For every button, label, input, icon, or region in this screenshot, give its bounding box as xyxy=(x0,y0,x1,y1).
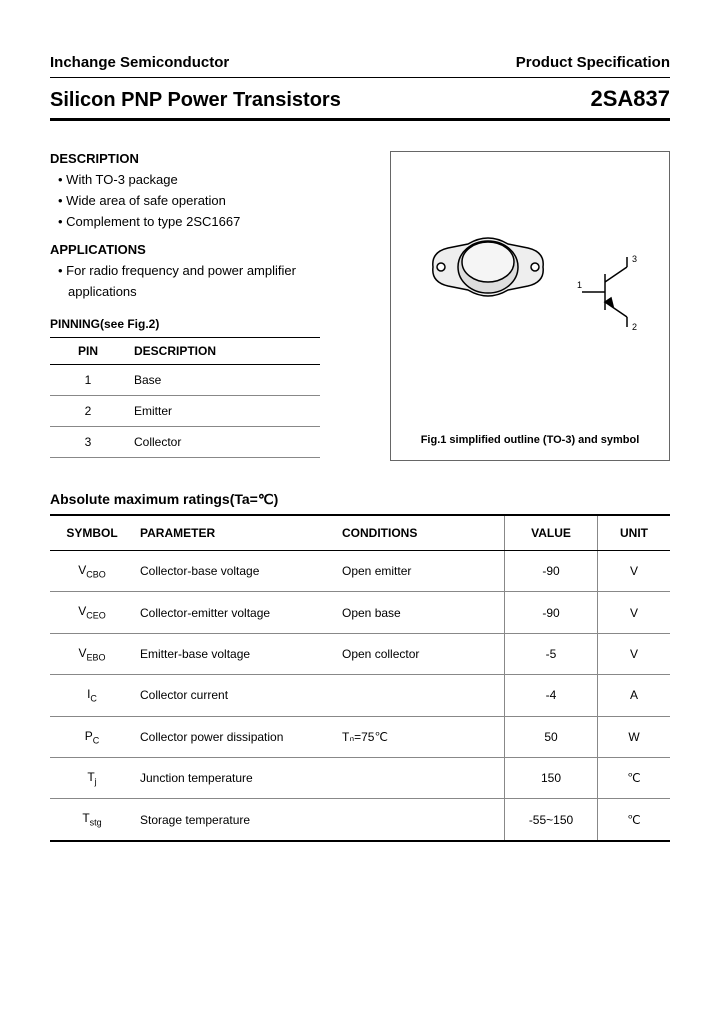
cell-parameter: Collector-emitter voltage xyxy=(134,592,336,633)
cell-conditions xyxy=(336,675,505,716)
cell-symbol: VEBO xyxy=(50,633,134,674)
figure-caption: Fig.1 simplified outline (TO-3) and symb… xyxy=(391,434,669,446)
pin-num: 1 xyxy=(50,364,126,395)
app-line1: • For radio frequency and power amplifie… xyxy=(50,261,372,282)
cell-unit: V xyxy=(598,551,671,592)
description-heading: DESCRIPTION xyxy=(50,151,372,166)
pinning-table: PIN DESCRIPTION 1 Base 2 Emitter 3 xyxy=(50,337,320,458)
pin-num: 3 xyxy=(50,426,126,457)
left-column: DESCRIPTION With TO-3 package Wide area … xyxy=(50,143,372,461)
desc-item: With TO-3 package xyxy=(58,170,372,191)
sym-label-base: 1 xyxy=(577,280,582,290)
table-row: PCCollector power dissipationTₙ=75℃50W xyxy=(50,716,670,757)
pinning-heading: PINNING(see Fig.2) xyxy=(50,317,372,331)
cell-symbol: VCBO xyxy=(50,551,134,592)
table-row: 1 Base xyxy=(50,364,320,395)
cell-unit: V xyxy=(598,633,671,674)
cell-parameter: Emitter-base voltage xyxy=(134,633,336,674)
cell-conditions: Open emitter xyxy=(336,551,505,592)
ratings-heading: Absolute maximum ratings(Ta=℃) xyxy=(50,491,670,508)
col-parameter: PARAMETER xyxy=(134,515,336,551)
pin-desc: Base xyxy=(126,364,320,395)
cell-symbol: VCEO xyxy=(50,592,134,633)
product-family: Silicon PNP Power Transistors xyxy=(50,89,341,112)
cell-conditions: Tₙ=75℃ xyxy=(336,716,505,757)
cell-parameter: Storage temperature xyxy=(134,799,336,841)
cell-value: 50 xyxy=(505,716,598,757)
ratings-table: SYMBOL PARAMETER CONDITIONS VALUE UNIT V… xyxy=(50,514,670,842)
table-row: TstgStorage temperature -55~150℃ xyxy=(50,799,670,841)
cell-conditions xyxy=(336,799,505,841)
cell-unit: A xyxy=(598,675,671,716)
cell-conditions: Open base xyxy=(336,592,505,633)
pin-desc: Emitter xyxy=(126,395,320,426)
title-row: Silicon PNP Power Transistors 2SA837 xyxy=(50,86,670,112)
to3-outline-icon xyxy=(413,222,563,342)
table-row: VCBOCollector-base voltageOpen emitter-9… xyxy=(50,551,670,592)
cell-parameter: Collector power dissipation xyxy=(134,716,336,757)
table-row: VCEOCollector-emitter voltageOpen base-9… xyxy=(50,592,670,633)
table-row: SYMBOL PARAMETER CONDITIONS VALUE UNIT xyxy=(50,515,670,551)
company-name: Inchange Semiconductor xyxy=(50,54,229,71)
part-number: 2SA837 xyxy=(590,86,670,112)
applications-heading: APPLICATIONS xyxy=(50,242,372,257)
cell-value: -4 xyxy=(505,675,598,716)
header-rule xyxy=(50,77,670,78)
header: Inchange Semiconductor Product Specifica… xyxy=(50,54,670,71)
pin-desc: Collector xyxy=(126,426,320,457)
app-line2: applications xyxy=(50,282,372,303)
title-rule xyxy=(50,118,670,121)
desc-item: Wide area of safe operation xyxy=(58,191,372,212)
cell-unit: ℃ xyxy=(598,757,671,798)
cell-value: 150 xyxy=(505,757,598,798)
col-symbol: SYMBOL xyxy=(50,515,134,551)
col-unit: UNIT xyxy=(598,515,671,551)
datasheet-page: Inchange Semiconductor Product Specifica… xyxy=(0,0,720,1012)
col-desc: DESCRIPTION xyxy=(126,337,320,364)
table-row: 2 Emitter xyxy=(50,395,320,426)
cell-unit: V xyxy=(598,592,671,633)
table-row: TjJunction temperature 150℃ xyxy=(50,757,670,798)
pin-num: 2 xyxy=(50,395,126,426)
figure-column: 1 3 2 Fig.1 simplified outline (TO-3) an… xyxy=(390,143,670,461)
table-row: VEBOEmitter-base voltageOpen collector-5… xyxy=(50,633,670,674)
cell-symbol: IC xyxy=(50,675,134,716)
cell-parameter: Collector current xyxy=(134,675,336,716)
sym-label-collector: 3 xyxy=(632,254,637,264)
figure-box: 1 3 2 Fig.1 simplified outline (TO-3) an… xyxy=(390,151,670,461)
cell-symbol: Tstg xyxy=(50,799,134,841)
cell-value: -55~150 xyxy=(505,799,598,841)
cell-parameter: Collector-base voltage xyxy=(134,551,336,592)
upper-section: DESCRIPTION With TO-3 package Wide area … xyxy=(50,143,670,461)
cell-unit: ℃ xyxy=(598,799,671,841)
sym-label-emitter: 2 xyxy=(632,322,637,332)
desc-item: Complement to type 2SC1667 xyxy=(58,212,372,233)
cell-value: -90 xyxy=(505,592,598,633)
cell-value: -5 xyxy=(505,633,598,674)
cell-unit: W xyxy=(598,716,671,757)
table-row: PIN DESCRIPTION xyxy=(50,337,320,364)
table-row: ICCollector current -4A xyxy=(50,675,670,716)
cell-symbol: PC xyxy=(50,716,134,757)
cell-value: -90 xyxy=(505,551,598,592)
col-conditions: CONDITIONS xyxy=(336,515,505,551)
col-pin: PIN xyxy=(50,337,126,364)
col-value: VALUE xyxy=(505,515,598,551)
pnp-symbol-icon: 1 3 2 xyxy=(577,252,647,332)
cell-conditions: Open collector xyxy=(336,633,505,674)
cell-symbol: Tj xyxy=(50,757,134,798)
table-row: 3 Collector xyxy=(50,426,320,457)
cell-parameter: Junction temperature xyxy=(134,757,336,798)
cell-conditions xyxy=(336,757,505,798)
spec-label: Product Specification xyxy=(516,54,670,71)
description-list: With TO-3 package Wide area of safe oper… xyxy=(50,170,372,232)
